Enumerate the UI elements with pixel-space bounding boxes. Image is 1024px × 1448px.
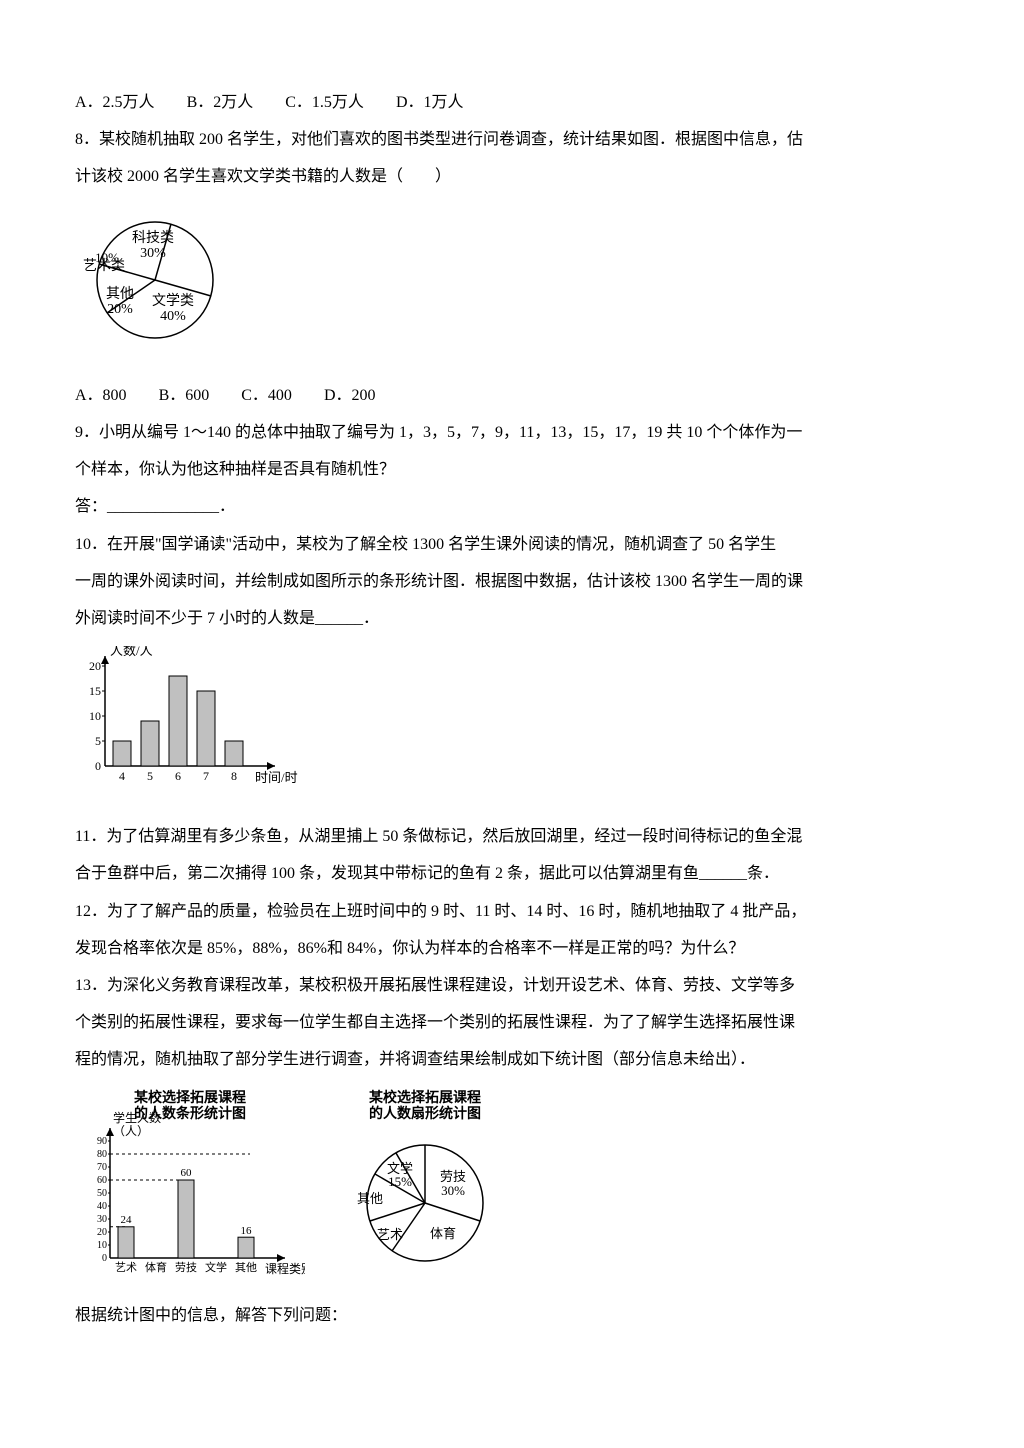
svg-text:5: 5 <box>147 769 153 783</box>
svg-text:60: 60 <box>181 1167 193 1179</box>
q13-pie-lit-pct: 15% <box>388 1174 412 1189</box>
q8-opt-d: D．200 <box>324 387 376 404</box>
svg-text:10: 10 <box>89 709 101 723</box>
svg-text:15: 15 <box>89 684 101 698</box>
q7-opt-a: A．2.5万人 <box>75 94 155 111</box>
svg-text:20: 20 <box>89 659 101 673</box>
q7-opt-c: C．1.5万人 <box>285 94 364 111</box>
q9-answer: 答：______________． <box>75 489 949 524</box>
q13-pie-title1: 某校选择拓展课程 <box>369 1089 481 1106</box>
svg-text:10: 10 <box>97 1240 107 1251</box>
svg-text:文学: 文学 <box>205 1260 227 1274</box>
svg-text:50: 50 <box>97 1188 107 1199</box>
svg-text:8: 8 <box>231 769 237 783</box>
svg-text:24: 24 <box>121 1214 133 1226</box>
q8-opt-a: A．800 <box>75 387 127 404</box>
svg-text:5: 5 <box>95 734 101 748</box>
q10-text1: 10．在开展"国学诵读"活动中，某校为了解全校 1300 名学生课外阅读的情况，… <box>75 527 949 562</box>
q8-pie-chart: 科技类 30% 文学类 40% 其他 20% 艺术类 10% <box>75 205 949 368</box>
svg-text:体育: 体育 <box>145 1260 167 1274</box>
q12-text1: 12．为了了解产品的质量，检验员在上班时间中的 9 时、11 时、14 时、16… <box>75 894 949 929</box>
q8-options: A．800 B．600 C．400 D．200 <box>75 378 949 413</box>
q13-pie-labor: 劳技 <box>440 1169 466 1184</box>
svg-text:60: 60 <box>97 1175 107 1186</box>
q8-pie-tech-label: 科技类 <box>132 230 174 246</box>
q8-pie-other-pct: 20% <box>107 302 133 317</box>
q13-pie-sport: 体育 <box>430 1226 456 1241</box>
q10-ylabel: 人数/人 <box>110 646 153 658</box>
q7-opt-b: B．2万人 <box>187 94 254 111</box>
q13-bar-title1: 某校选择拓展课程 <box>134 1089 246 1106</box>
q10-text2: 一周的课外阅读时间，并绘制成如图所示的条形统计图．根据图中数据，估计该校 130… <box>75 564 949 599</box>
svg-text:70: 70 <box>97 1162 107 1173</box>
q13-bar-chart: 某校选择拓展课程 的人数条形统计图 0 10 20 30 40 50 60 70… <box>75 1088 305 1288</box>
svg-text:艺术: 艺术 <box>115 1261 137 1274</box>
q8-pie-lit-pct: 40% <box>160 309 186 324</box>
q11-text1: 11．为了估算湖里有多少条鱼，从湖里捕上 50 条做标记，然后放回湖里，经过一段… <box>75 819 949 854</box>
svg-text:劳技: 劳技 <box>175 1261 197 1274</box>
svg-text:80: 80 <box>97 1149 107 1160</box>
q8-opt-c: C．400 <box>241 387 292 404</box>
q13-text1: 13．为深化义务教育课程改革，某校积极开展拓展性课程建设，计划开设艺术、体育、劳… <box>75 968 949 1003</box>
svg-text:其他: 其他 <box>235 1261 257 1274</box>
q13-text3: 程的情况，随机抽取了部分学生进行调查，并将调查结果绘制成如下统计图（部分信息未给… <box>75 1042 949 1077</box>
q8-text2: 计该校 2000 名学生喜欢文学类书籍的人数是（ ） <box>75 159 949 194</box>
q8-pie-tech-pct: 30% <box>140 246 166 261</box>
svg-text:0: 0 <box>102 1253 107 1264</box>
q9-text1: 9．小明从编号 1～140 的总体中抽取了编号为 1，3，5，7，9，11，13… <box>75 415 949 450</box>
svg-text:20: 20 <box>97 1227 107 1238</box>
q10-bar-chart: 0 5 10 15 20 4 5 6 7 8 人数/人 时间/时 <box>75 646 949 809</box>
q13-ylabel1: 学生人数 <box>113 1110 161 1125</box>
q8-pie-art-pct: 10% <box>95 250 119 265</box>
q13-pie-art: 艺术 <box>377 1227 403 1242</box>
q13-charts: 某校选择拓展课程 的人数条形统计图 0 10 20 30 40 50 60 70… <box>75 1088 949 1288</box>
svg-text:6: 6 <box>175 769 181 783</box>
svg-text:40: 40 <box>97 1201 107 1212</box>
q13-pie-title2: 的人数扇形统计图 <box>369 1105 481 1122</box>
q12-text2: 发现合格率依次是 85%，88%，86%和 84%，你认为样本的合格率不一样是正… <box>75 931 949 966</box>
q13-pie-labor-pct: 30% <box>441 1183 465 1198</box>
q7-options: A．2.5万人 B．2万人 C．1.5万人 D．1万人 <box>75 85 949 120</box>
q11-text2: 合于鱼群中后，第二次捕得 100 条，发现其中带标记的鱼有 2 条，据此可以估算… <box>75 856 949 891</box>
q13-ylabel2: （人） <box>113 1124 149 1138</box>
svg-text:90: 90 <box>97 1136 107 1147</box>
q10-xlabel: 时间/时 <box>255 770 298 785</box>
q8-pie-lit-label: 文学类 <box>152 293 194 309</box>
q13-xlabel: 课程类别 <box>265 1261 305 1276</box>
q8-opt-b: B．600 <box>159 387 210 404</box>
svg-text:0: 0 <box>95 759 101 773</box>
q13-pie-chart: 某校选择拓展课程 的人数扇形统计图 劳技 30% 体育 艺术 其他 文学 15% <box>325 1088 525 1288</box>
q13-pie-other: 其他 <box>357 1191 383 1206</box>
q13-text2: 个类别的拓展性课程，要求每一位学生都自主选择一个类别的拓展性课程．为了了解学生选… <box>75 1005 949 1040</box>
q8-text1: 8．某校随机抽取 200 名学生，对他们喜欢的图书类型进行问卷调查，统计结果如图… <box>75 122 949 157</box>
q10-text3: 外阅读时间不少于 7 小时的人数是______． <box>75 601 949 636</box>
q8-pie-other-label: 其他 <box>106 286 134 302</box>
q7-opt-d: D．1万人 <box>396 94 464 111</box>
svg-text:4: 4 <box>119 769 125 783</box>
svg-text:16: 16 <box>241 1225 253 1237</box>
svg-text:30: 30 <box>97 1214 107 1225</box>
q13-footer: 根据统计图中的信息，解答下列问题： <box>75 1298 949 1333</box>
q9-text2: 个样本，你认为他这种抽样是否具有随机性？ <box>75 452 949 487</box>
svg-text:7: 7 <box>203 769 209 783</box>
